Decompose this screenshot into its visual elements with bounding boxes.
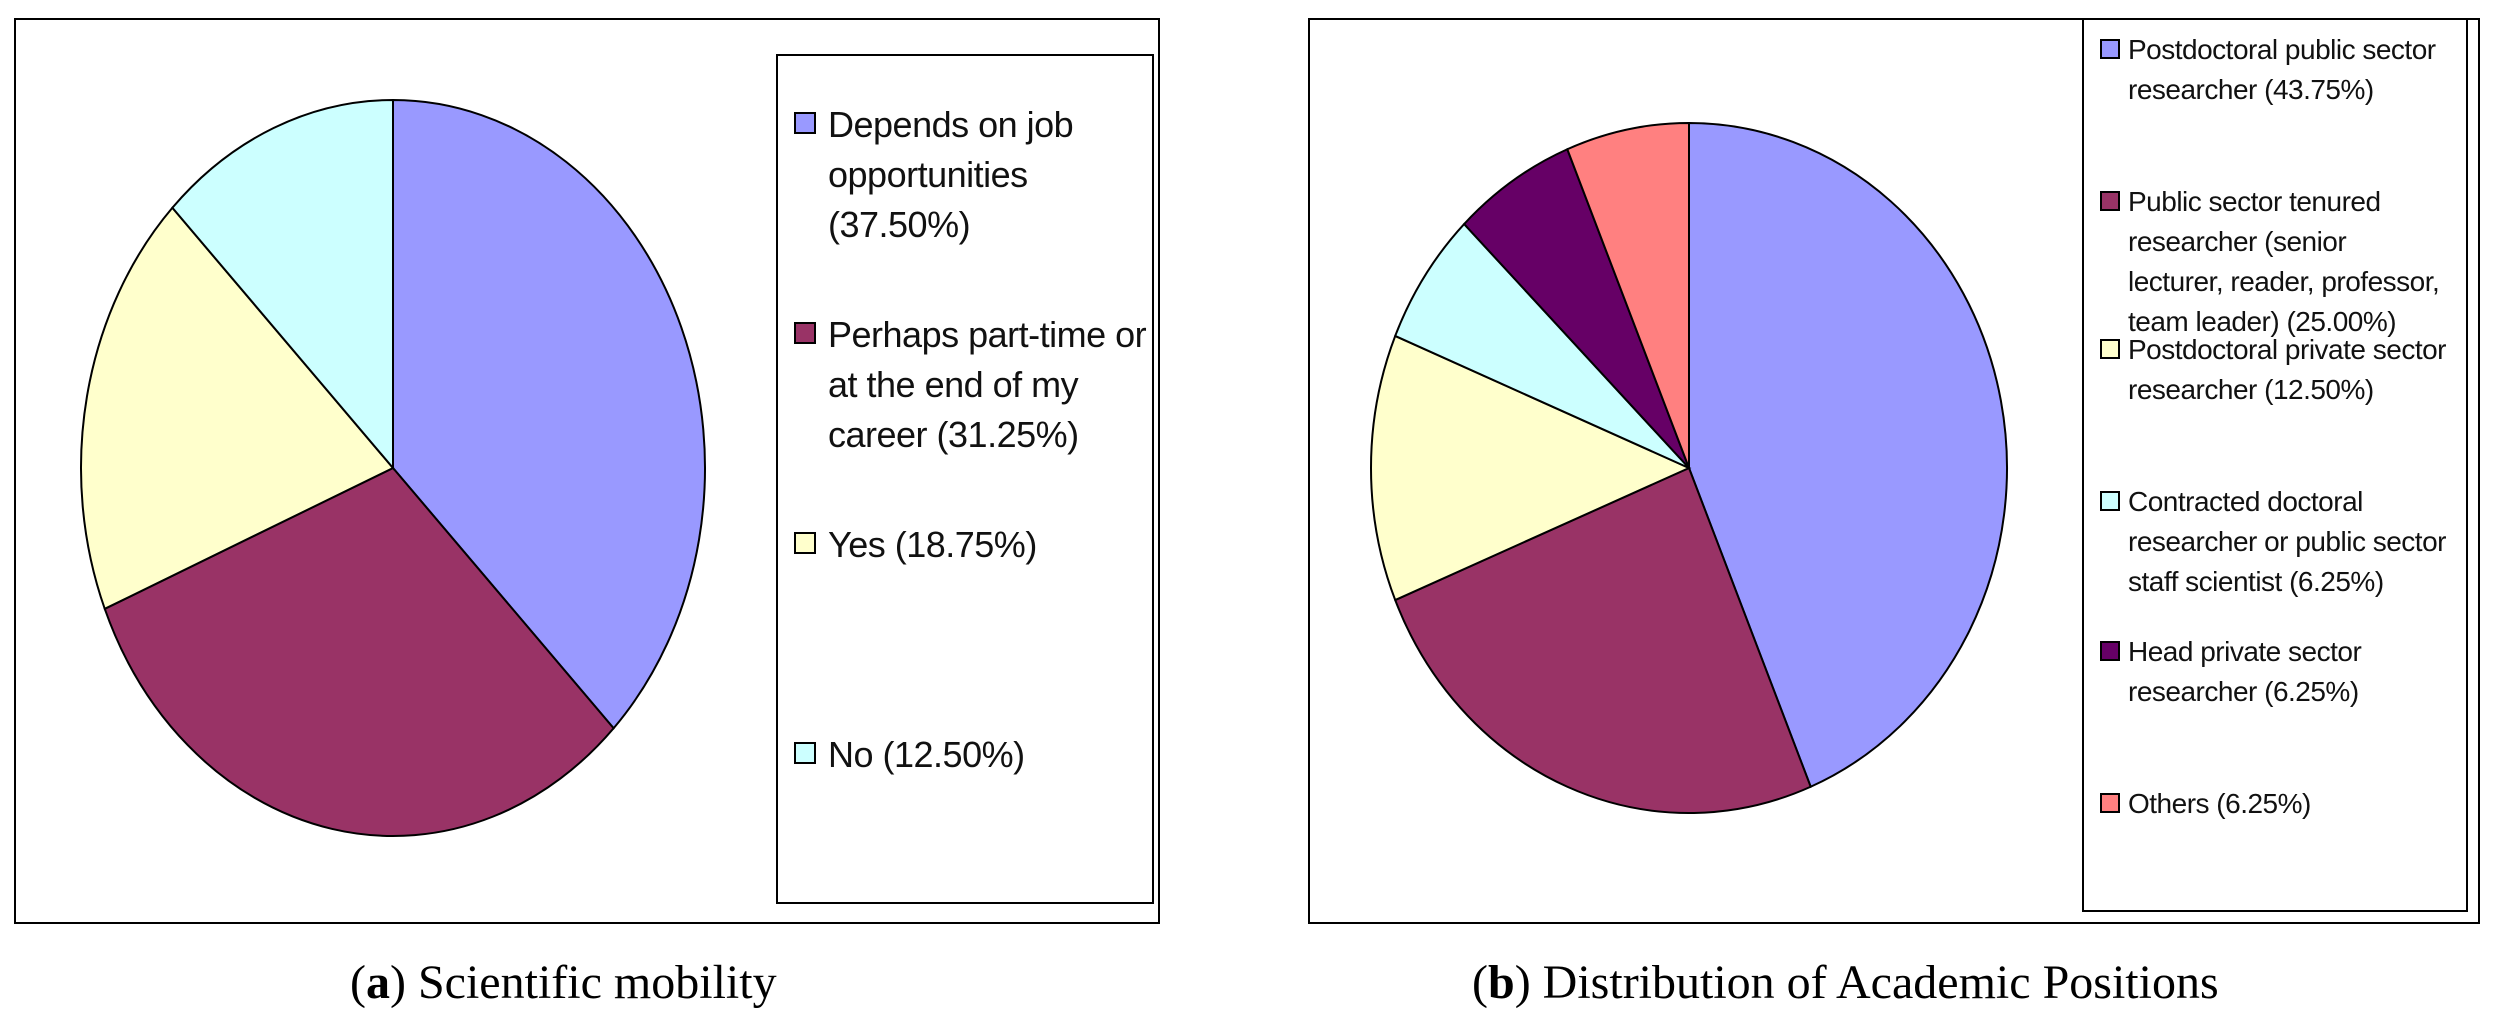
legend-academic-positions: Postdoctoral public sector researcher (4… xyxy=(2082,18,2468,912)
legend-swatch xyxy=(2100,191,2120,211)
caption-title: Distribution of Academic Positions xyxy=(1542,956,2219,1009)
pie-slice xyxy=(103,466,615,837)
legend-swatch xyxy=(2100,641,2120,661)
legend-label: Contracted doctoral researcher or public… xyxy=(2128,486,2446,597)
legend-label: Public sector tenured researcher (senior… xyxy=(2128,186,2440,337)
legend-label: Yes (18.75%) xyxy=(828,524,1037,565)
legend-label: Postdoctoral public sector researcher (4… xyxy=(2128,34,2436,105)
legend-swatch xyxy=(794,532,816,554)
legend-label: No (12.50%) xyxy=(828,734,1025,775)
legend-swatch xyxy=(2100,39,2120,59)
pie-slice xyxy=(1393,222,1690,469)
chart-panel-academic-positions: Postdoctoral public sector researcher (4… xyxy=(1308,18,2480,924)
legend-label: Others (6.25%) xyxy=(2128,788,2311,819)
caption-label: b xyxy=(1487,956,1515,1009)
legend-swatch xyxy=(794,112,816,134)
caption-label: a xyxy=(365,956,390,1009)
pie-slice xyxy=(1462,147,1690,469)
figure-caption-a: (a) Scientific mobility xyxy=(350,956,777,1009)
pie-slice xyxy=(1370,334,1692,602)
legend-label: Postdoctoral private sector researcher (… xyxy=(2128,334,2447,405)
pie-slice xyxy=(171,98,394,471)
legend-swatch xyxy=(794,322,816,344)
legend-swatch xyxy=(2100,491,2120,511)
legend-swatch xyxy=(2100,339,2120,359)
figure-caption-b: (b) Distribution of Academic Positions xyxy=(1472,956,2219,1009)
legend-label: Depends on job opportunities (37.50%) xyxy=(828,104,1074,245)
legend-scientific-mobility: Depends on job opportunities (37.50%) Pe… xyxy=(776,54,1154,904)
pie-slice xyxy=(392,98,706,730)
pie-chart-academic-positions xyxy=(1370,121,2008,814)
pie-slice xyxy=(1566,121,1690,469)
legend-swatch xyxy=(2100,793,2120,813)
chart-panel-scientific-mobility: Depends on job opportunities (37.50%) Pe… xyxy=(14,18,1160,924)
legend-label: Head private sector researcher (6.25%) xyxy=(2128,636,2362,707)
pie-chart-scientific-mobility xyxy=(80,98,706,837)
legend-swatch xyxy=(794,742,816,764)
pie-slice xyxy=(80,206,395,611)
caption-title: Scientific mobility xyxy=(417,956,777,1009)
pie-slice xyxy=(1688,121,2008,789)
legend-label: Perhaps part-time or at the end of my ca… xyxy=(828,314,1147,455)
